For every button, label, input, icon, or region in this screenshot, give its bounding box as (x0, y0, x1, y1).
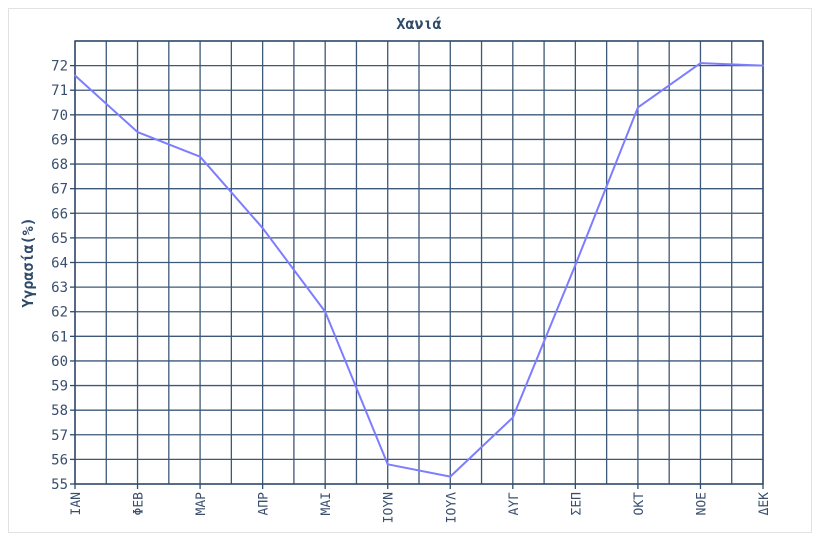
chart-title: Χανιά (396, 15, 441, 33)
data-point (199, 155, 202, 158)
x-tick-label: ΑΥΓ (507, 492, 522, 516)
data-point (386, 463, 389, 466)
grid-lines (74, 40, 764, 485)
y-tick-label: 63 (51, 280, 68, 296)
data-point (699, 62, 702, 65)
y-tick-label: 70 (51, 108, 68, 124)
y-tick-label: 65 (51, 231, 68, 247)
data-point (136, 131, 139, 134)
x-tick-label: ΟΚΤ (632, 492, 647, 516)
x-axis-ticks: ΙΑΝ ΦΕΒ ΜΑΡ ΑΠΡ ΜΑΙ ΙΟΥΝ ΙΟΥΛ ΑΥΓ ΣΕΠ ΟΚΤ ΝΟΕ ΔΕΚ (69, 484, 772, 523)
x-tick-label: ΣΕΠ (569, 492, 584, 515)
series-line (74, 62, 764, 478)
data-point (636, 106, 639, 109)
y-tick-label: 69 (51, 132, 68, 148)
y-axis-label: Υγρασία(%) (19, 217, 37, 307)
y-tick-label: 71 (51, 83, 68, 99)
y-axis-ticks: 55 56 57 58 59 60 61 62 63 64 65 66 67 68 69 70 71 72 (51, 59, 75, 493)
y-tick-label: 59 (51, 379, 68, 395)
line-chart: Χανιά Υγρασία(%) 55 56 57 58 59 60 61 62 63 64 65 6… (19, 15, 772, 523)
y-tick-label: 64 (51, 256, 68, 272)
y-tick-label: 61 (51, 329, 68, 345)
x-tick-label: ΙΟΥΝ (382, 492, 397, 523)
y-tick-label: 60 (51, 354, 68, 370)
y-tick-label: 56 (51, 452, 68, 468)
x-tick-label: ΝΟΕ (694, 492, 709, 515)
data-point (261, 227, 264, 230)
data-point (449, 475, 452, 478)
x-tick-label: ΦΕΒ (132, 492, 147, 516)
x-tick-label: ΔΕΚ (757, 492, 772, 516)
data-point (74, 74, 76, 77)
data-point (762, 64, 764, 67)
x-tick-label: ΑΠΡ (257, 492, 272, 516)
y-tick-label: 58 (51, 403, 68, 419)
x-tick-label: ΙΟΥΛ (444, 492, 459, 523)
data-point (324, 310, 327, 313)
x-tick-label: ΜΑΡ (194, 492, 209, 516)
y-tick-label: 72 (51, 59, 68, 75)
y-tick-label: 67 (51, 182, 68, 198)
y-tick-label: 55 (51, 477, 68, 493)
data-point (574, 263, 577, 266)
data-point (511, 416, 514, 419)
y-tick-label: 62 (51, 305, 68, 321)
series-group (74, 62, 764, 478)
y-tick-label: 57 (51, 428, 68, 444)
x-tick-label: ΙΑΝ (69, 492, 84, 515)
y-tick-label: 68 (51, 157, 68, 173)
chart-frame: Χανιά Υγρασία(%) 55 56 57 58 59 60 61 62 63 64 65 6… (8, 8, 812, 533)
x-tick-label: ΜΑΙ (319, 492, 334, 515)
y-tick-label: 66 (51, 206, 68, 222)
